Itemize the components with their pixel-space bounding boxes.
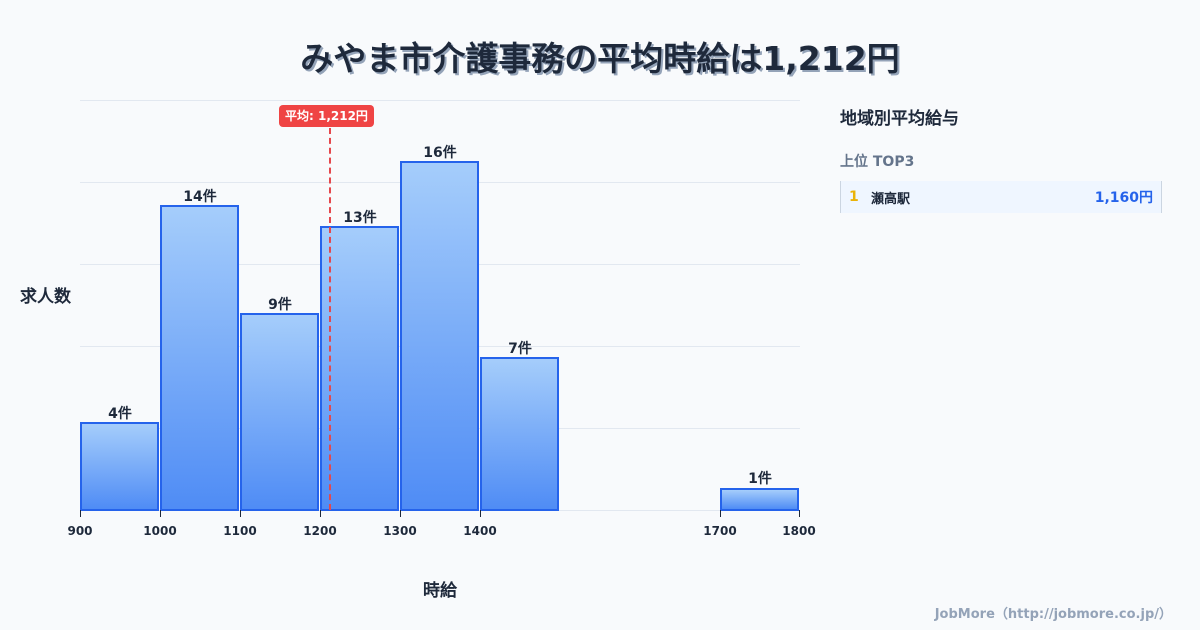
bar-900: [80, 422, 159, 511]
x-tick-label: 1700: [703, 524, 737, 538]
x-tick: [80, 510, 81, 517]
rank-row: 1 瀬高駅 1,160円: [840, 181, 1162, 213]
x-tick-label: 1300: [383, 524, 417, 538]
rank-number: 1: [849, 189, 859, 205]
bar-label: 7件: [508, 341, 532, 357]
x-tick-label: 900: [67, 524, 93, 538]
bar-label: 9件: [268, 297, 292, 313]
bar-1100: [240, 313, 319, 511]
x-tick: [720, 510, 721, 517]
x-tick: [240, 510, 241, 517]
y-axis-label: 求人数: [20, 287, 71, 307]
bar-label: 13件: [343, 210, 377, 226]
average-badge: 平均: 1,212円: [279, 105, 374, 127]
regional-salary-panel: 地域別平均給与 上位 TOP3 1 瀬高駅 1,160円: [840, 104, 1162, 213]
gridline: [80, 100, 800, 101]
x-tick: [160, 510, 161, 517]
x-tick: [480, 510, 481, 517]
rank-salary: 1,160円: [1094, 190, 1153, 206]
footer-credit: JobMore（http://jobmore.co.jp/）: [934, 607, 1172, 622]
x-tick: [320, 510, 321, 517]
bar-label: 16件: [423, 145, 457, 161]
panel-subtitle: 上位 TOP3: [840, 154, 915, 170]
bar-1300: [400, 161, 479, 511]
histogram-chart: 4件 14件 9件 13件 16件 7件 1件 平均: 1,212円 900 1…: [20, 100, 816, 601]
x-tick-label: 1800: [782, 524, 816, 538]
bar-label: 14件: [183, 189, 217, 205]
x-tick: [400, 510, 401, 517]
bar-label: 4件: [108, 406, 132, 422]
x-axis-label: 時給: [423, 581, 457, 601]
chart-title: みやま市介護事務の平均時給は1,212円: [300, 39, 900, 78]
bar-1000: [160, 205, 239, 511]
x-tick-label: 1000: [143, 524, 177, 538]
bar-1400: [480, 357, 559, 511]
x-tick-label: 1400: [463, 524, 497, 538]
x-tick: [799, 510, 800, 517]
bar-1700: [720, 488, 799, 511]
bar-1200: [320, 226, 399, 511]
average-line: [329, 128, 331, 510]
panel-title: 地域別平均給与: [840, 109, 959, 129]
bar-label: 1件: [748, 471, 772, 487]
rank-area-name: 瀬高駅: [871, 191, 911, 207]
x-tick-label: 1100: [223, 524, 257, 538]
x-tick-label: 1200: [303, 524, 337, 538]
